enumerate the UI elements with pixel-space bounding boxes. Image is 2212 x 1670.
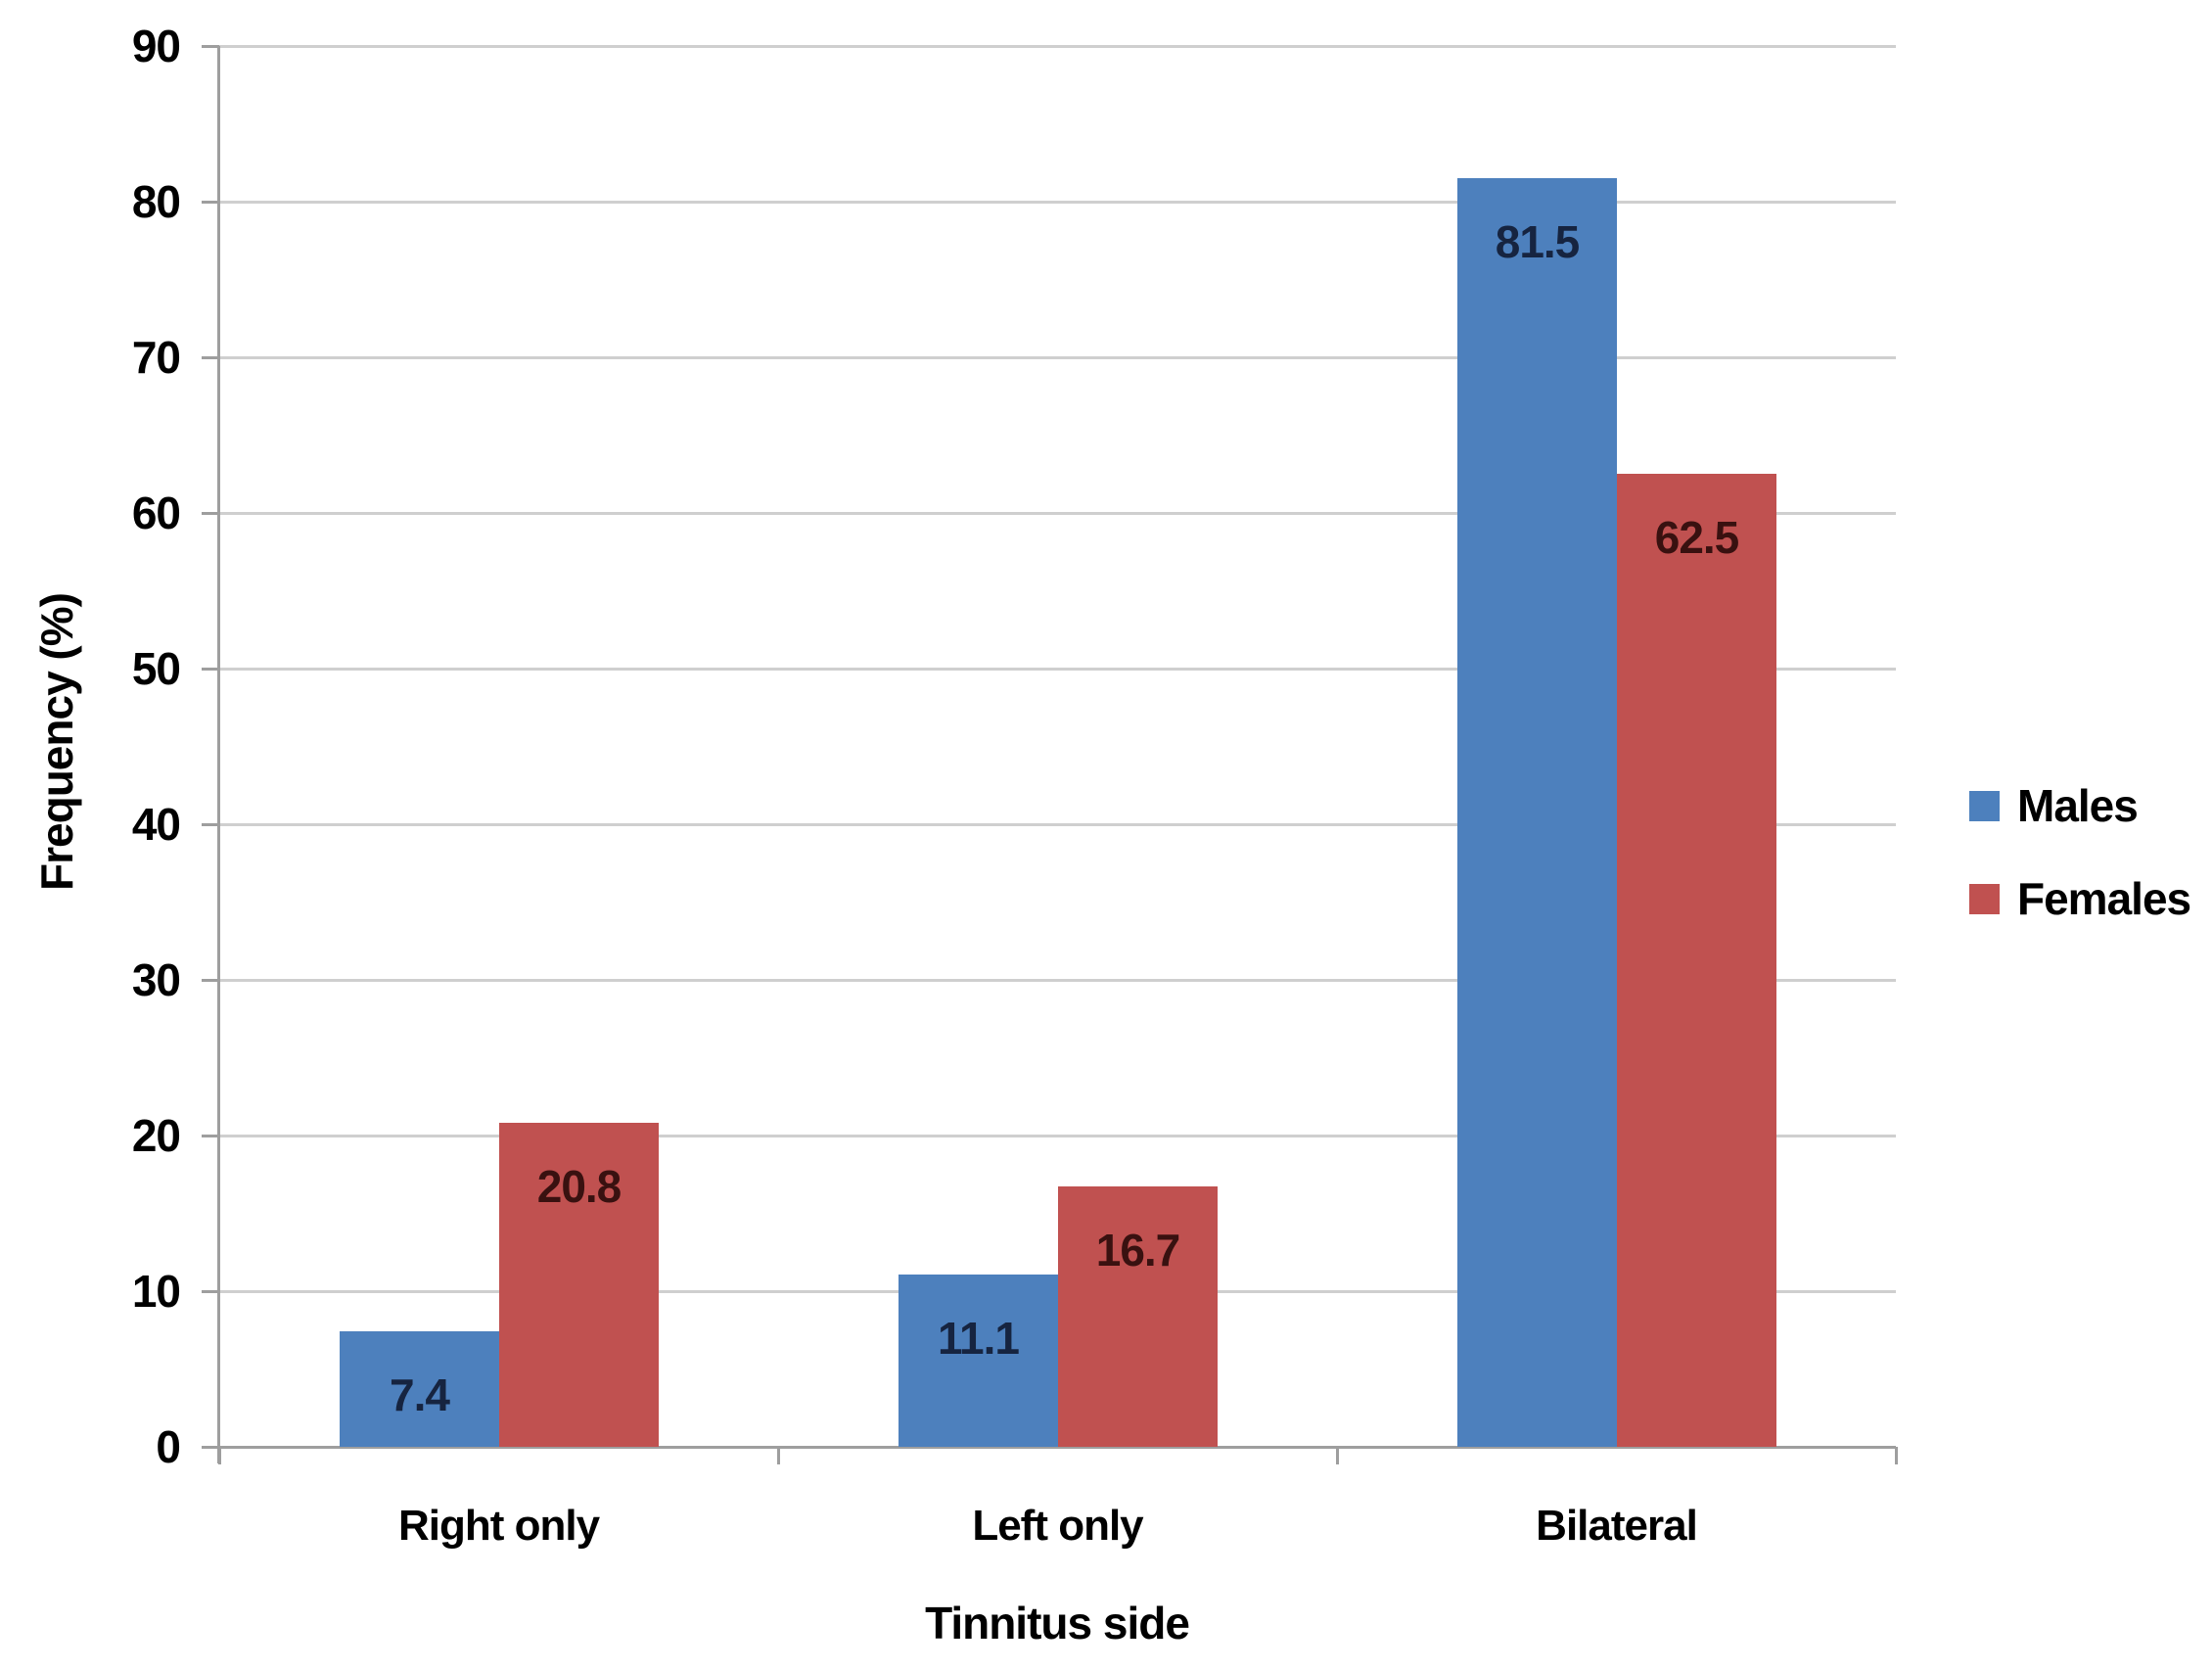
males-legend-swatch [1969,790,2000,821]
gridline [219,512,1896,515]
x-axis-tick-mark [777,1447,780,1464]
gridline [219,979,1896,982]
x-axis-category-label: Left only [972,1502,1143,1550]
y-axis-tick-label: 20 [131,1110,181,1161]
x-axis-tick-mark [1895,1447,1898,1464]
y-axis-line [217,46,220,1463]
gridline [219,356,1896,359]
bar-data-label: 62.5 [1654,512,1740,563]
y-axis-tick-mark [202,356,219,359]
legend: Males Females [1969,783,2191,924]
males-bar-left-only [899,1275,1058,1447]
y-axis-tick-mark [202,979,219,982]
y-axis-tick-label: 40 [131,799,181,850]
males-bar-right-only [340,1331,499,1447]
y-axis-tick-label: 60 [131,487,181,538]
females-legend-label: Females [2017,873,2191,924]
x-axis-tick-mark [218,1447,221,1464]
y-axis-tick-mark [202,1446,219,1449]
bar-data-label: 16.7 [1095,1225,1181,1276]
gridline [219,1135,1896,1137]
legend-item-males: Males [1969,783,2190,828]
gridline [219,45,1896,48]
gridline [219,823,1896,826]
y-axis-tick-mark [202,45,219,48]
gridline [219,201,1896,204]
y-axis-tick-label: 90 [131,21,181,71]
y-axis-tick-label: 30 [131,954,181,1005]
bar-data-label: 7.4 [390,1369,450,1420]
y-axis-tick-mark [202,1135,219,1137]
males-bar-bilateral [1457,178,1617,1447]
bar-data-label: 81.5 [1495,216,1581,267]
females-bar-right-only [499,1123,659,1447]
y-axis-tick-mark [202,668,219,671]
x-axis-category-label: Bilateral [1536,1502,1698,1550]
x-axis-line [202,1446,1896,1449]
x-axis-category-label: Right only [397,1502,600,1550]
y-axis-tick-mark [202,512,219,515]
x-axis-title: Tinnitus side [925,1598,1190,1648]
y-axis-tick-label: 0 [156,1421,181,1472]
females-legend-swatch [1969,883,2000,914]
y-axis-tick-label: 10 [131,1266,181,1317]
females-bar-left-only [1058,1186,1218,1447]
y-axis-tick-label: 80 [131,176,181,227]
y-axis-tick-mark [202,201,219,204]
bar-data-label: 11.1 [938,1313,1020,1364]
y-axis-tick-label: 50 [131,643,181,694]
x-axis-tick-mark [1336,1447,1339,1464]
females-bar-bilateral [1617,474,1776,1447]
y-axis-tick-mark [202,1290,219,1293]
legend-item-females: Females [1969,873,2191,924]
y-axis-tick-mark [202,823,219,826]
gridline [219,668,1896,671]
bar-data-label: 20.8 [536,1161,622,1212]
males-legend-label: Males [2017,780,2139,831]
y-axis-tick-label: 70 [131,332,181,383]
